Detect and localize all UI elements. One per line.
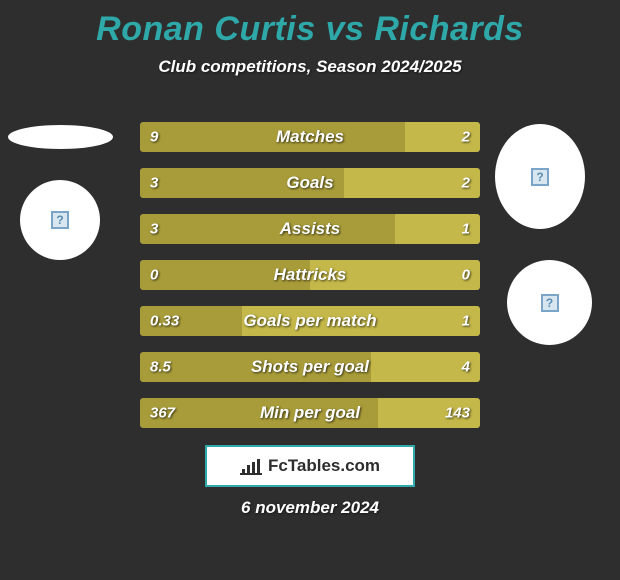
stat-value-right: 1 <box>462 313 470 330</box>
stat-row: 0.33 1 Goals per match <box>140 306 480 336</box>
stat-label: Min per goal <box>260 403 360 423</box>
page-subtitle: Club competitions, Season 2024/2025 <box>0 57 620 77</box>
stat-value-left: 3 <box>150 221 158 238</box>
stat-bar-left <box>140 214 395 244</box>
stat-bar-right <box>344 168 480 198</box>
stat-value-left: 9 <box>150 129 158 146</box>
avatar-circle: ? <box>495 124 585 229</box>
placeholder-icon: ? <box>51 211 69 229</box>
stat-row: 367 143 Min per goal <box>140 398 480 428</box>
stat-bar-left <box>140 122 405 152</box>
placeholder-icon: ? <box>541 294 559 312</box>
stat-label: Goals <box>286 173 333 193</box>
stat-value-right: 4 <box>462 359 470 376</box>
avatar-circle: ? <box>507 260 592 345</box>
stat-value-right: 0 <box>462 267 470 284</box>
stat-value-left: 0.33 <box>150 313 179 330</box>
stat-value-right: 2 <box>462 129 470 146</box>
placeholder-icon: ? <box>531 168 549 186</box>
stat-label: Matches <box>276 127 344 147</box>
date-text: 6 november 2024 <box>241 498 379 518</box>
stat-label: Goals per match <box>243 311 376 331</box>
stat-value-right: 1 <box>462 221 470 238</box>
stat-row: 8.5 4 Shots per goal <box>140 352 480 382</box>
stat-label: Shots per goal <box>251 357 369 377</box>
avatar-circle <box>8 125 113 149</box>
logo-text: FcTables.com <box>268 456 380 476</box>
site-logo-badge: FcTables.com <box>205 445 415 487</box>
stat-value-left: 3 <box>150 175 158 192</box>
stat-value-left: 0 <box>150 267 158 284</box>
stat-row: 0 0 Hattricks <box>140 260 480 290</box>
stat-row: 3 1 Assists <box>140 214 480 244</box>
avatar-circle: ? <box>20 180 100 260</box>
stats-bars: 9 2 Matches 3 2 Goals 3 1 Assists 0 0 Hattricks 0.33… <box>140 122 480 444</box>
stat-value-left: 8.5 <box>150 359 171 376</box>
stat-value-right: 143 <box>445 405 470 422</box>
bar-chart-icon <box>240 457 262 475</box>
stat-value-right: 2 <box>462 175 470 192</box>
stat-label: Assists <box>280 219 340 239</box>
stat-label: Hattricks <box>274 265 347 285</box>
stat-row: 9 2 Matches <box>140 122 480 152</box>
page-title: Ronan Curtis vs Richards <box>0 0 620 49</box>
stat-row: 3 2 Goals <box>140 168 480 198</box>
stat-value-left: 367 <box>150 405 175 422</box>
